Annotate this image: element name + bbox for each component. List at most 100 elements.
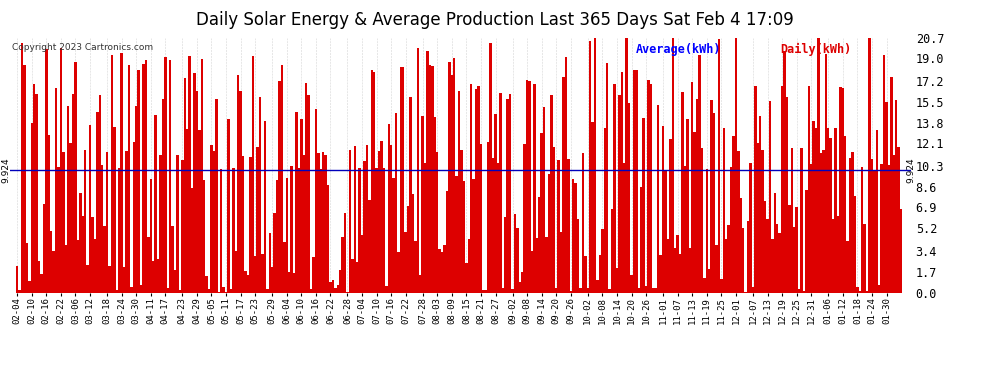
Bar xyxy=(492,159,494,292)
Bar xyxy=(193,73,196,292)
Bar xyxy=(509,94,512,292)
Bar xyxy=(621,72,623,292)
Bar xyxy=(875,130,878,292)
Bar xyxy=(337,285,339,292)
Bar xyxy=(43,204,46,292)
Bar xyxy=(86,265,89,292)
Bar xyxy=(820,153,822,292)
Bar xyxy=(254,256,256,292)
Bar xyxy=(822,150,825,292)
Bar xyxy=(885,102,888,292)
Bar xyxy=(674,248,676,292)
Bar xyxy=(643,118,644,292)
Bar xyxy=(409,98,412,292)
Bar xyxy=(582,153,584,292)
Bar xyxy=(470,84,472,292)
Bar xyxy=(143,64,145,292)
Bar xyxy=(365,145,368,292)
Bar xyxy=(121,53,123,292)
Bar xyxy=(778,233,781,292)
Bar xyxy=(526,80,529,292)
Bar xyxy=(679,255,681,292)
Bar xyxy=(64,245,67,292)
Bar xyxy=(552,147,555,292)
Bar xyxy=(332,280,334,292)
Bar xyxy=(28,281,31,292)
Bar xyxy=(900,209,902,292)
Bar xyxy=(54,88,57,292)
Bar xyxy=(424,163,427,292)
Bar xyxy=(342,237,344,292)
Bar xyxy=(633,70,636,292)
Bar xyxy=(813,120,815,292)
Bar xyxy=(288,272,290,292)
Bar xyxy=(844,136,846,292)
Bar xyxy=(240,91,242,292)
Bar xyxy=(482,291,485,292)
Bar xyxy=(23,65,26,292)
Bar xyxy=(711,100,713,292)
Bar xyxy=(786,97,788,292)
Bar xyxy=(815,128,818,292)
Bar xyxy=(171,226,174,292)
Bar xyxy=(188,56,191,292)
Bar xyxy=(684,166,686,292)
Bar xyxy=(130,286,133,292)
Bar xyxy=(730,167,733,292)
Bar xyxy=(46,50,48,292)
Bar xyxy=(348,150,351,292)
Bar xyxy=(681,92,684,292)
Bar xyxy=(557,160,560,292)
Bar xyxy=(837,216,840,292)
Bar xyxy=(91,217,94,292)
Bar xyxy=(181,160,183,292)
Bar xyxy=(835,128,837,292)
Bar xyxy=(161,99,164,292)
Bar xyxy=(703,279,706,292)
Bar xyxy=(587,288,589,292)
Bar xyxy=(647,80,649,292)
Bar xyxy=(751,287,754,292)
Bar xyxy=(339,270,342,292)
Bar xyxy=(358,168,360,292)
Bar xyxy=(769,101,771,292)
Bar xyxy=(494,114,497,292)
Bar xyxy=(898,147,900,292)
Text: 9.924: 9.924 xyxy=(906,158,915,183)
Bar xyxy=(169,60,171,292)
Bar xyxy=(871,159,873,292)
Bar xyxy=(614,84,616,292)
Bar xyxy=(649,84,652,292)
Bar xyxy=(609,289,611,292)
Bar xyxy=(858,291,861,292)
Bar xyxy=(689,248,691,292)
Bar xyxy=(356,262,358,292)
Bar xyxy=(514,214,516,292)
Bar xyxy=(878,285,880,292)
Bar xyxy=(654,288,657,292)
Bar xyxy=(803,291,805,292)
Bar xyxy=(502,288,504,292)
Bar xyxy=(676,235,679,292)
Bar xyxy=(145,60,148,292)
Bar xyxy=(448,62,450,292)
Bar xyxy=(611,209,614,292)
Bar xyxy=(795,207,798,292)
Bar xyxy=(764,201,766,292)
Bar xyxy=(156,259,159,292)
Bar xyxy=(783,51,786,292)
Bar xyxy=(196,92,198,292)
Bar xyxy=(749,163,751,292)
Bar xyxy=(417,48,419,292)
Bar xyxy=(261,254,263,292)
Bar xyxy=(50,231,52,292)
Bar xyxy=(256,147,258,292)
Bar xyxy=(631,275,633,292)
Bar xyxy=(618,95,621,292)
Text: Copyright 2023 Cartronics.com: Copyright 2023 Cartronics.com xyxy=(12,43,152,52)
Bar xyxy=(489,43,492,292)
Bar xyxy=(584,256,587,292)
Bar xyxy=(766,219,769,292)
Bar xyxy=(830,138,832,292)
Bar xyxy=(400,67,402,292)
